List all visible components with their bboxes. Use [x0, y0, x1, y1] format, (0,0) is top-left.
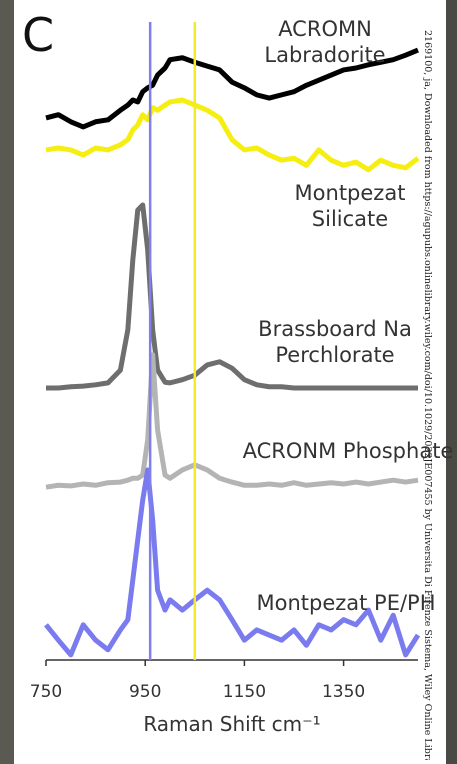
x-tick-label: 950: [129, 682, 161, 702]
left-photo-strip: [0, 0, 14, 764]
x-tick-label: 750: [30, 682, 62, 702]
series-label: ACROMN Labradorite: [264, 17, 386, 67]
spectrum-line: [46, 202, 418, 391]
spectrum-line: [45, 97, 420, 173]
x-tick-label: 1150: [223, 682, 266, 702]
x-axis-label: Raman Shift cm⁻¹: [143, 712, 321, 736]
spectrum-line: [45, 352, 419, 490]
series-label: ACRONM Phosphate: [242, 439, 454, 463]
x-tick-label: 1350: [322, 682, 365, 702]
right-photo-strip: [446, 0, 457, 764]
series-label: Montpezat Silicate: [294, 181, 406, 231]
series-label: Brassboard Na Perchlorate: [258, 317, 412, 367]
watermark: 2169100, ja, Downloaded from https://agu…: [422, 30, 433, 760]
spectrum-line: [45, 47, 419, 130]
series-label: Montpezat PE/PH: [256, 591, 436, 615]
panel-label: C: [22, 8, 55, 62]
spectrum-line: [44, 467, 421, 658]
